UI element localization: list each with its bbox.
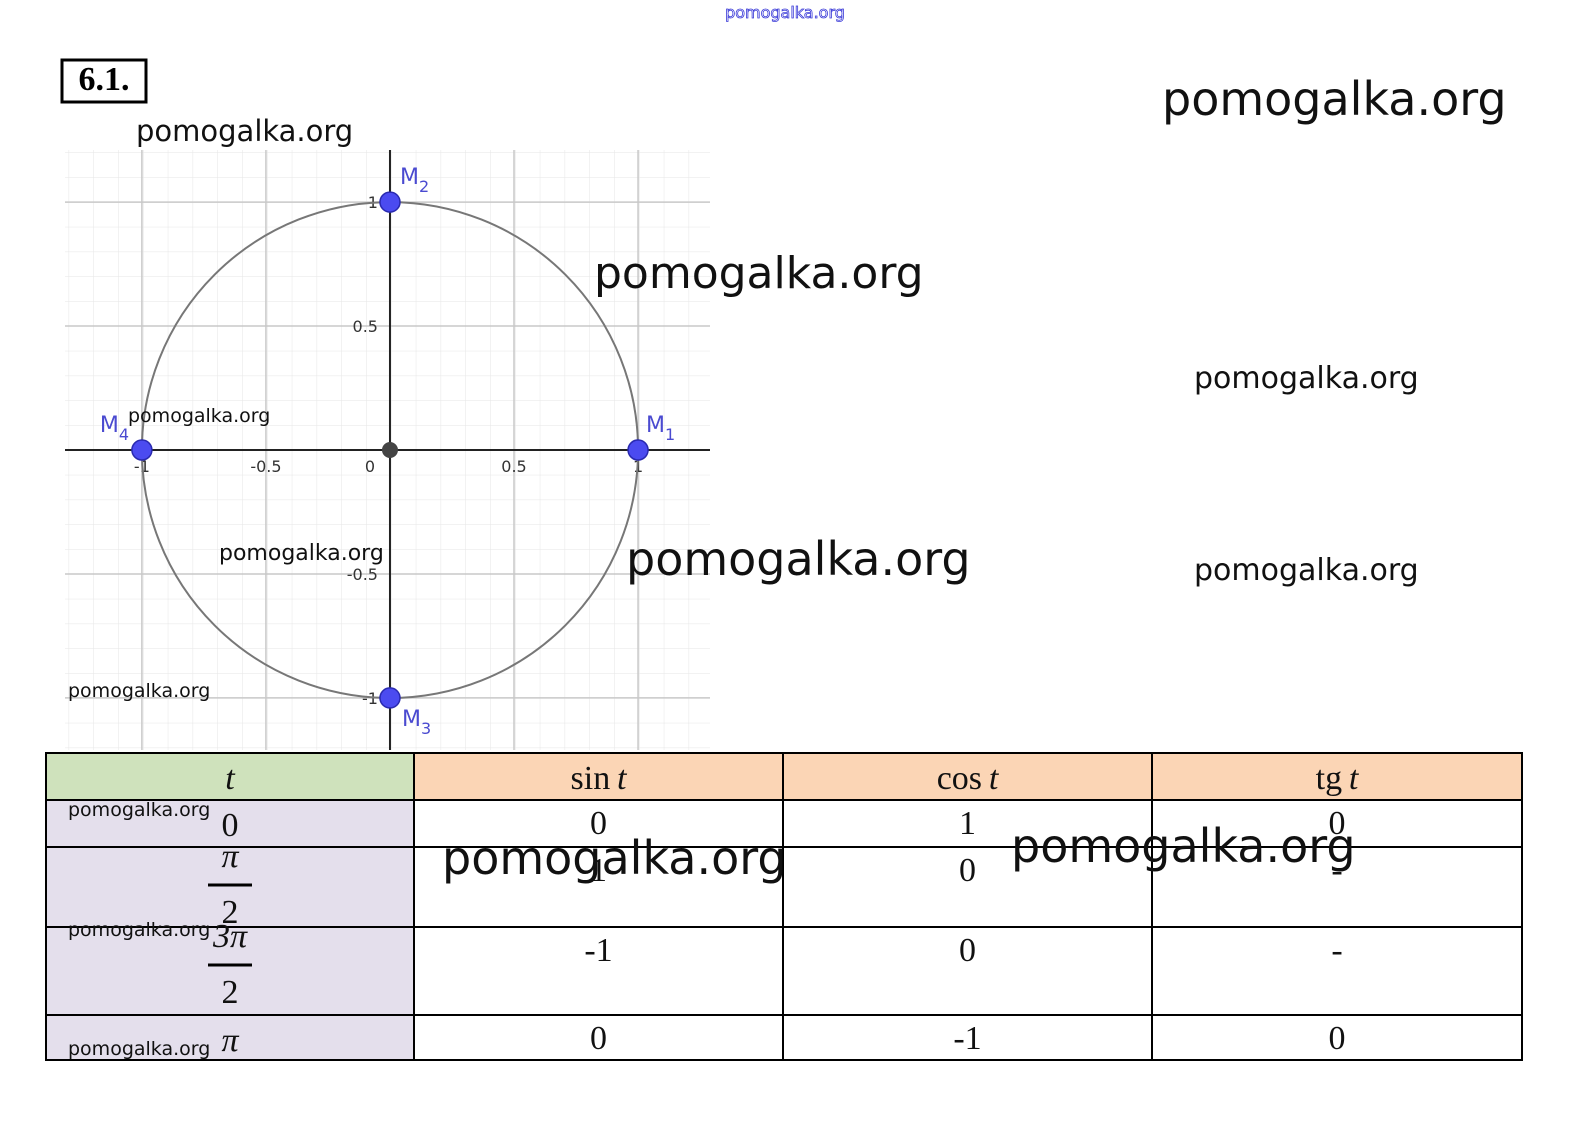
cell-text: - — [1331, 852, 1342, 889]
t-value: π — [221, 1022, 239, 1059]
header-cell — [782, 752, 1153, 801]
y-tick-label: 0.5 — [353, 317, 378, 336]
cell — [413, 846, 784, 928]
t-denominator: 2 — [222, 894, 239, 931]
watermark: pomogalka.org — [219, 541, 384, 566]
cell-text: 1 — [959, 805, 976, 842]
t-value: 0 — [222, 807, 239, 844]
header-text: sin t — [571, 760, 629, 797]
watermark: pomogalka.org — [68, 799, 210, 821]
watermark: pomogalka.org — [442, 831, 787, 885]
t-denominator: 2 — [222, 974, 239, 1011]
point-index: 3 — [421, 719, 431, 738]
t-cell — [45, 846, 415, 928]
header-space — [982, 760, 989, 797]
cell-text: - — [1331, 932, 1342, 969]
header-var: t — [225, 760, 236, 797]
cell-text: -1 — [953, 1020, 981, 1057]
cell-text: 0 — [590, 1020, 607, 1057]
point — [379, 191, 401, 213]
problem-number: 6.1. — [79, 61, 130, 98]
point-letter: M — [646, 413, 665, 438]
point-letter: M — [402, 707, 421, 732]
cell — [782, 799, 1153, 848]
cell-text: 0 — [959, 852, 976, 889]
point — [627, 439, 649, 461]
x-tick-label: 0.5 — [501, 457, 526, 476]
point-label: M3 — [402, 707, 431, 738]
header-cell — [1151, 752, 1523, 801]
cell — [413, 926, 784, 1016]
watermark: pomogalka.org — [68, 1038, 210, 1060]
watermark: pomogalka.org — [1194, 361, 1419, 396]
point-index: 1 — [665, 425, 675, 444]
cell-text: 1 — [590, 852, 607, 889]
header-cell — [45, 752, 415, 801]
watermark: pomogalka.org — [725, 3, 845, 22]
cell — [782, 926, 1153, 1016]
watermark: pomogalka.org — [128, 405, 270, 427]
header-var: t — [1349, 760, 1360, 797]
watermark: pomogalka.org — [626, 532, 971, 586]
cell-text: 0 — [1329, 1020, 1346, 1057]
header-text: t — [225, 760, 236, 797]
point — [131, 439, 153, 461]
point-label: M4 — [100, 413, 129, 444]
point-letter: M — [400, 165, 419, 190]
cell-text: 0 — [1329, 805, 1346, 842]
cell-text: 0 — [590, 805, 607, 842]
t-numerator: 3π — [212, 918, 248, 955]
x-tick-label: -0.5 — [250, 457, 281, 476]
header-text: tg t — [1316, 760, 1360, 797]
watermark: pomogalka.org — [1194, 553, 1419, 588]
header-space — [610, 760, 617, 797]
y-tick-label: -1 — [362, 689, 378, 708]
y-tick-label: -0.5 — [347, 565, 378, 584]
watermark: pomogalka.org — [1011, 819, 1356, 873]
point-index: 4 — [119, 425, 129, 444]
cell — [782, 1014, 1153, 1061]
point-label: M2 — [400, 165, 429, 196]
header-fn: sin — [571, 760, 611, 797]
cell — [1151, 846, 1523, 928]
header-var: t — [617, 760, 628, 797]
header-cell — [413, 752, 784, 801]
header-space — [1342, 760, 1349, 797]
x-tick-label: 0 — [365, 457, 375, 476]
point-label: M1 — [646, 413, 675, 444]
header-text: cos t — [937, 760, 1000, 797]
point-letter: M — [100, 413, 119, 438]
point-index: 2 — [419, 177, 429, 196]
point — [379, 687, 401, 709]
header-fn: cos — [937, 760, 982, 797]
header-fn: tg — [1316, 760, 1342, 797]
t-cell — [45, 1014, 415, 1061]
origin — [381, 442, 398, 458]
watermark: pomogalka.org — [68, 680, 210, 702]
watermark: pomogalka.org — [68, 919, 210, 941]
watermark: pomogalka.org — [594, 248, 924, 299]
cell-text: 0 — [959, 932, 976, 969]
cell — [782, 846, 1153, 928]
header-var: t — [989, 760, 1000, 797]
watermarks: pomogalka.org pomogalka.org pomogalka.org p… — [68, 3, 1507, 1060]
cell-text: -1 — [584, 932, 612, 969]
watermark: pomogalka.org — [136, 114, 353, 148]
t-numerator: π — [221, 838, 239, 875]
watermark: pomogalka.org — [1162, 72, 1507, 126]
cell — [1151, 1014, 1523, 1061]
problem-box — [60, 58, 148, 104]
cell — [413, 1014, 784, 1061]
cell — [1151, 799, 1523, 848]
